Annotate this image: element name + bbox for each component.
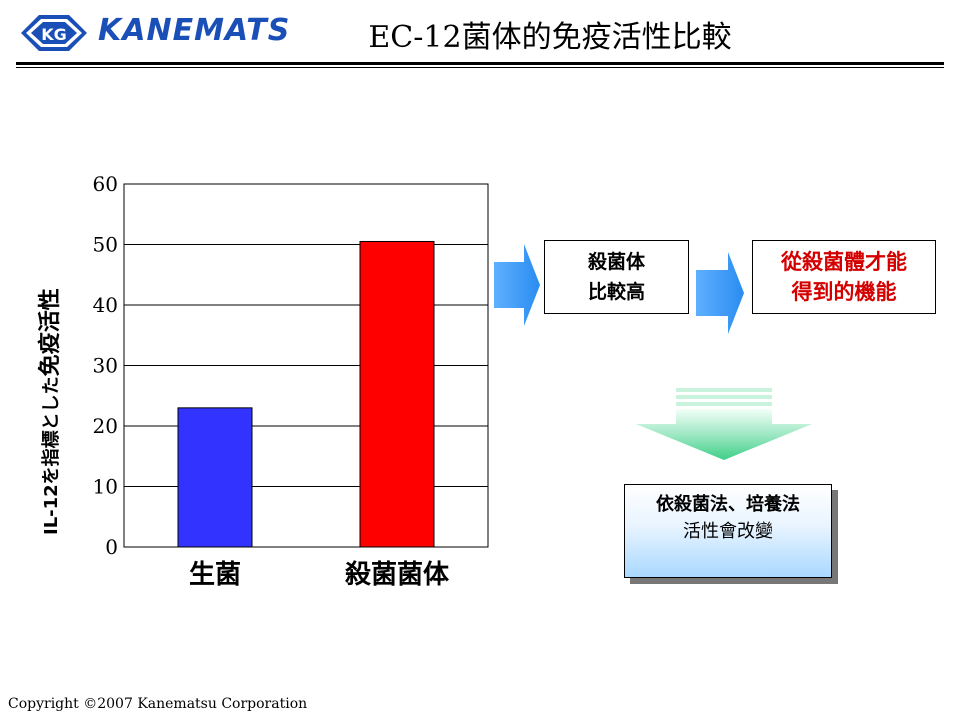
x-category-label: 殺菌菌体: [345, 560, 450, 590]
function-line2: 得到的機能: [791, 280, 897, 304]
y-axis-label-prefix: IL-12を指標とした: [41, 376, 62, 535]
kanematsu-logo-icon: KG: [21, 15, 87, 51]
y-tick-label: 30: [93, 354, 118, 378]
bar: [177, 407, 253, 548]
y-axis-label: IL-12を指標とした免疫活性: [32, 288, 64, 535]
change-line2: 活性會改變: [683, 521, 773, 542]
compare-box: 殺菌体 比較高: [544, 240, 689, 314]
y-tick-label: 10: [93, 475, 118, 499]
page-title: EC-12菌体的免疫活性比較: [368, 20, 732, 55]
function-box: 從殺菌體才能 得到的機能: [752, 240, 936, 314]
y-tick-label: 40: [93, 293, 118, 317]
compare-line2: 比較高: [587, 281, 645, 303]
compare-line1: 殺菌体: [587, 251, 645, 273]
logo-wordmark: KANEMATS: [98, 13, 291, 48]
y-tick-label: 20: [93, 414, 118, 438]
x-category-label: 生菌: [189, 560, 241, 590]
function-line1: 從殺菌體才能: [781, 250, 907, 274]
y-axis-label-main: 免疫活性: [38, 288, 63, 377]
y-tick-label: 60: [93, 172, 118, 196]
right-arrow-icon: [494, 244, 540, 326]
y-tick-label: 0: [105, 535, 118, 559]
right-arrow-icon: [696, 252, 744, 334]
down-arrow-icon: [636, 388, 812, 460]
change-box: 依殺菌法、培養法 活性會改變: [624, 484, 832, 578]
change-line1: 依殺菌法、培養法: [656, 494, 800, 515]
plot-frame: [123, 183, 489, 548]
bar: [359, 240, 435, 548]
title-divider: [16, 62, 944, 65]
y-tick-label: 50: [93, 233, 118, 257]
title-divider-thin: [16, 67, 944, 68]
logo-badge-text: KG: [41, 25, 67, 44]
copyright-text: Copyright ©2007 Kanematsu Corporation: [8, 696, 308, 712]
